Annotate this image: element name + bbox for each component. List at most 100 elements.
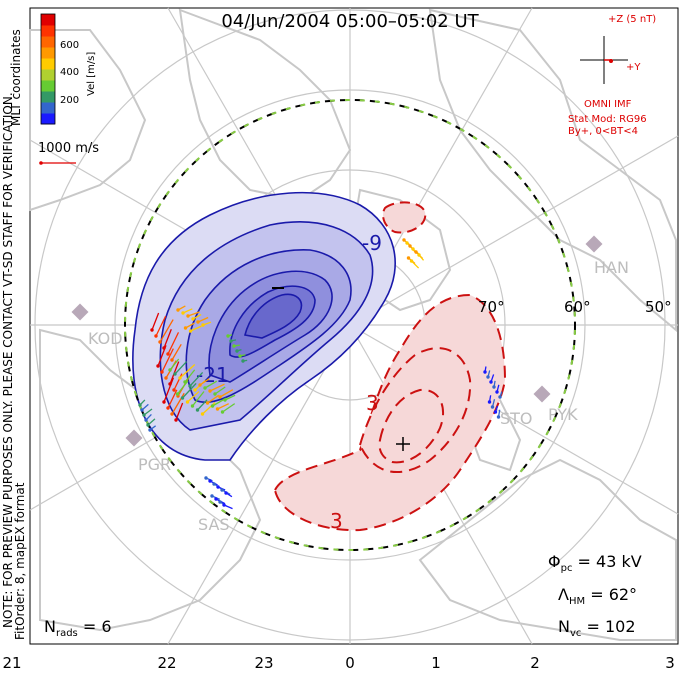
vector-origin-dot [222, 503, 226, 507]
vector-origin-dot [195, 408, 200, 412]
velocity-vector [176, 380, 189, 395]
velocity-vector [174, 361, 188, 375]
velocity-vector [179, 364, 196, 379]
lat-60: 60° [564, 298, 591, 316]
velocity-vector [151, 312, 160, 331]
vector-origin-dot [176, 308, 180, 312]
velocity-vector [163, 377, 175, 403]
latitude-labels: 70° 60° 50° [478, 298, 672, 316]
mlt-tick-0: 0 [345, 654, 355, 672]
mlt-axis: 21 22 23 0 1 2 3 [2, 654, 674, 672]
vector-origin-dot [489, 380, 493, 384]
velocity-vector [187, 311, 200, 317]
colorbar-cell [41, 58, 55, 70]
station-sto: STO [500, 409, 533, 428]
contour-labels: -9 -21 3 3 [196, 231, 382, 533]
vector-origin-dot [181, 311, 185, 315]
vector-origin-dot [188, 329, 193, 333]
velocity-vector [199, 378, 210, 386]
vector-origin-dot [162, 400, 166, 404]
velocity-vector [169, 358, 180, 371]
vector-origin-dot [156, 364, 160, 368]
velocity-vector [204, 380, 218, 389]
colorbar-label: Vel [m/s] [86, 52, 97, 96]
vector-origin-dot [144, 418, 148, 422]
velocity-vector [217, 403, 229, 410]
vector-origin-dot [173, 372, 177, 376]
coastlines [29, 8, 677, 641]
vector-origin-dot [241, 359, 245, 363]
vector-origin-dot [198, 383, 202, 387]
lat-50: 50° [645, 298, 672, 316]
contour-label-minus9: -9 [362, 231, 382, 255]
vector-origin-dot [238, 354, 242, 358]
vector-origin-dot [196, 320, 200, 324]
vector-origin-dot [405, 241, 409, 245]
vector-origin-dot [226, 334, 230, 338]
imf-model: Stat Mod: RG96 [568, 114, 647, 125]
vector-origin-dot [486, 375, 490, 379]
vector-origin-dot [408, 244, 412, 248]
mlt-tick-2: 2 [530, 654, 540, 672]
vector-origin-dot [214, 497, 218, 501]
mlt-tick-23: 23 [254, 654, 273, 672]
velocity-vector [224, 394, 236, 401]
colorbar-cell [41, 14, 55, 26]
vector-origin-dot [174, 418, 178, 422]
vector-origin-dot [204, 476, 208, 480]
vector-origin-dot [200, 412, 205, 416]
vector-origin-dot [148, 428, 152, 432]
vector-origin-dot [150, 328, 154, 332]
colorbar-cell [41, 91, 55, 103]
stat-phi-pc: Φpc = 43 kV [548, 552, 642, 574]
vector-origin-dot [201, 323, 205, 327]
velocity-vector [157, 345, 167, 367]
colorbar-cell [41, 25, 55, 37]
vector-origin-dot [205, 401, 210, 405]
colorbar-cell [41, 80, 55, 92]
colorbar-cell [41, 69, 55, 81]
station-kod: KOD [88, 329, 123, 348]
velocity-vector [214, 386, 226, 395]
vector-origin-dot [183, 326, 188, 330]
stat-n-vc: Nvc = 102 [558, 617, 636, 639]
vector-origin-dot [490, 405, 495, 409]
imf-y-label: +Y [626, 62, 641, 73]
preview-note: NOTE: FOR PREVIEW PURPOSES ONLY. PLEASE … [1, 92, 15, 628]
vector-origin-dot [212, 482, 216, 486]
vector-origin-dot [170, 412, 174, 416]
vector-origin-dot [496, 415, 501, 419]
colorbar-tick-200: 200 [60, 95, 79, 106]
vector-origin-dot [208, 479, 212, 483]
vector-origin-dot [232, 344, 236, 348]
imf-z-label: +Z (5 nT) [608, 14, 656, 25]
velocity-vector [189, 372, 204, 387]
station-labels: HAN KOD PYK STO PGR SAS [88, 258, 629, 534]
vector-origin-dot [142, 413, 146, 417]
heppner-maynard-boundary-green [124, 99, 576, 551]
vector-origin-dot [218, 500, 222, 504]
vector-origin-dot [203, 386, 207, 390]
velocity-vector [171, 343, 182, 361]
mlt-tick-22: 22 [157, 654, 176, 672]
contour-label-minus21: -21 [196, 363, 229, 387]
vector-origin-dot [180, 396, 185, 400]
velocity-vector [190, 325, 202, 332]
coordinates-label: MLT coordinates [9, 29, 23, 126]
vector-origin-dot [220, 410, 225, 414]
vector-origin-dot [154, 334, 158, 338]
colorbar-cell [41, 47, 55, 59]
vector-origin-dot [487, 400, 492, 404]
vector-origin-dot [406, 256, 411, 260]
velocity-vector [209, 383, 225, 392]
vector-origin-dot [178, 376, 182, 380]
vector-origin-dot [414, 250, 418, 254]
vector-origin-dot [188, 384, 192, 388]
station-han: HAN [594, 258, 629, 277]
vector-scale: 1000 m/s [38, 141, 99, 165]
velocity-vector [155, 315, 167, 337]
imf-model-conditions: By+, 0<BT<4 [568, 126, 638, 137]
station-pyk: PYK [548, 405, 578, 424]
velocity-vector [167, 389, 178, 409]
